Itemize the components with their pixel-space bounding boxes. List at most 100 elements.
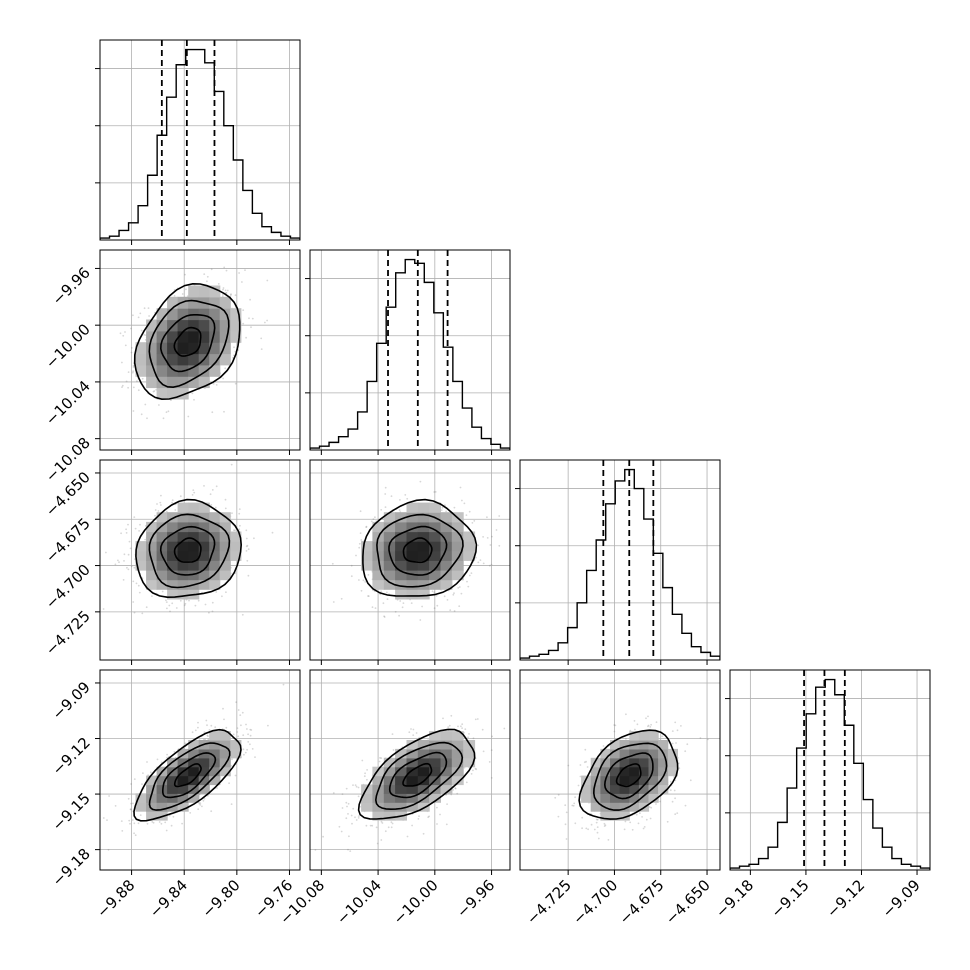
- scatter-point: [197, 599, 200, 602]
- scatter-point: [179, 495, 182, 498]
- scatter-point: [129, 822, 131, 825]
- scatter-point: [707, 738, 709, 741]
- scatter-point: [565, 811, 568, 814]
- density-cell: [429, 531, 441, 542]
- density-cell: [167, 793, 179, 803]
- scatter-point: [133, 778, 136, 780]
- scatter-point: [239, 524, 241, 527]
- scatter-point: [347, 848, 349, 851]
- density-cell: [429, 550, 441, 561]
- density-cell: [463, 748, 476, 759]
- density-cell: [219, 731, 231, 741]
- density-cell: [395, 766, 407, 777]
- density-cell: [167, 570, 179, 581]
- density-cell: [146, 560, 158, 571]
- density-cell: [167, 531, 179, 542]
- scatter-point: [357, 817, 360, 819]
- panel-2-2: [515, 459, 721, 665]
- scatter-point: [245, 550, 248, 552]
- scatter-point: [341, 807, 344, 809]
- scatter-point: [188, 599, 190, 602]
- density-cell: [167, 387, 179, 400]
- density-cell: [406, 775, 419, 786]
- density-cell: [177, 793, 189, 803]
- scatter-point: [410, 728, 412, 730]
- density-cell: [156, 330, 168, 343]
- scatter-point: [120, 820, 123, 822]
- density-cell: [417, 589, 430, 600]
- density-cell: [188, 560, 200, 571]
- density-cell: [167, 521, 179, 533]
- x-tick-label: −9.96: [453, 876, 498, 921]
- density-cell: [440, 560, 453, 571]
- density-cell: [209, 364, 221, 377]
- scatter-point: [579, 764, 582, 766]
- scatter-point: [225, 292, 228, 294]
- scatter-point: [340, 830, 343, 833]
- density-cell: [198, 757, 210, 768]
- density-cell: [372, 793, 385, 803]
- scatter-point: [362, 579, 365, 582]
- scatter-point: [350, 575, 353, 578]
- scatter-point: [380, 757, 383, 759]
- density-cell: [429, 748, 441, 759]
- y-tick-label: −4.700: [42, 561, 94, 613]
- scatter-point: [637, 822, 640, 825]
- scatter-point: [482, 536, 484, 538]
- scatter-point: [230, 803, 233, 805]
- scatter-point: [207, 735, 209, 738]
- scatter-point: [477, 561, 480, 564]
- scatter-point: [246, 748, 249, 751]
- density-cell: [188, 757, 200, 768]
- density-cell: [167, 308, 179, 321]
- scatter-point: [127, 797, 130, 800]
- density-cell: [395, 570, 407, 581]
- density-cell: [188, 319, 200, 332]
- scatter-point: [467, 736, 469, 739]
- scatter-point: [247, 733, 250, 736]
- scatter-point: [351, 822, 353, 825]
- scatter-point: [194, 729, 197, 732]
- density-layer: [331, 480, 501, 621]
- density-cell: [167, 296, 179, 309]
- scatter-point: [221, 295, 224, 298]
- density-cell: [146, 579, 158, 590]
- density-cell: [463, 541, 476, 552]
- scatter-point: [419, 480, 422, 483]
- scatter-point: [210, 268, 213, 271]
- scatter-point: [557, 793, 560, 796]
- scatter-point: [238, 272, 241, 274]
- scatter-point: [264, 321, 266, 324]
- scatter-point: [384, 493, 387, 495]
- density-cell: [167, 342, 179, 355]
- density-cell: [230, 740, 242, 750]
- contour-line: [148, 513, 231, 589]
- scatter-point: [149, 771, 152, 774]
- scatter-point: [224, 507, 227, 510]
- scatter-point: [238, 512, 241, 515]
- scatter-point: [647, 715, 649, 718]
- density-cell: [406, 757, 419, 768]
- scatter-point: [247, 548, 250, 551]
- density-cell: [156, 353, 168, 366]
- scatter-point: [244, 751, 247, 754]
- density-cell: [167, 579, 179, 590]
- scatter-point: [666, 820, 669, 823]
- scatter-point: [593, 828, 596, 831]
- density-cell: [177, 353, 189, 366]
- scatter-point: [158, 821, 161, 823]
- density-cell: [167, 364, 179, 377]
- density-cell: [440, 766, 453, 777]
- scatter-point: [181, 293, 184, 295]
- scatter-point: [684, 750, 687, 753]
- scatter-point: [165, 601, 168, 603]
- scatter-point: [132, 601, 135, 603]
- contour-line: [388, 751, 448, 799]
- scatter-point: [224, 498, 227, 501]
- scatter-point: [246, 544, 249, 547]
- scatter-point: [595, 821, 598, 824]
- density-cell: [429, 757, 441, 768]
- scatter-point: [490, 749, 493, 751]
- density-cell: [395, 757, 407, 768]
- scatter-point: [490, 777, 493, 779]
